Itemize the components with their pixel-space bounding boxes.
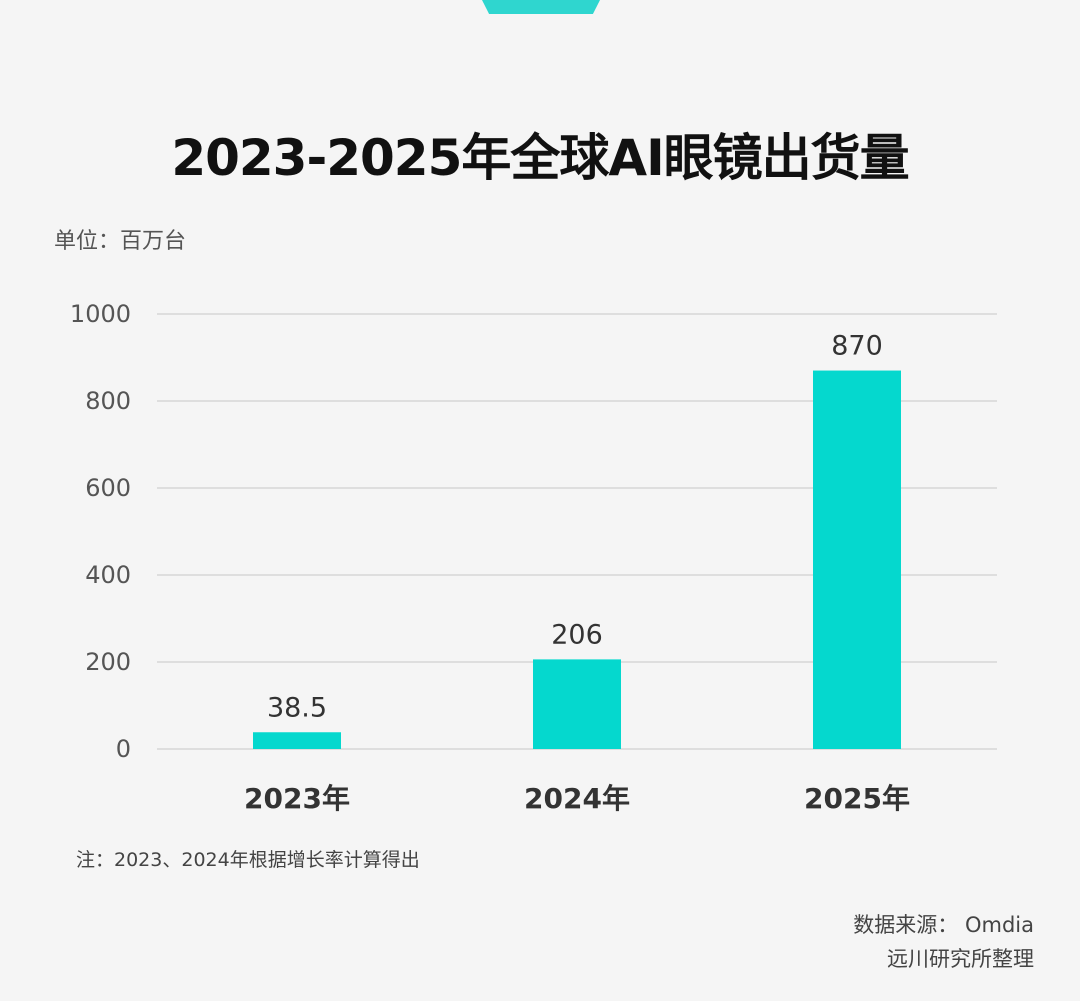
y-tick-label: 0 [116,735,131,763]
x-tick-label: 2024年 [524,782,630,815]
data-label: 870 [831,331,883,362]
source-credit: 远川研究所整理 [887,947,1034,971]
top-accent-tab [482,0,600,14]
y-tick-label: 400 [85,561,131,589]
x-tick-label: 2025年 [804,782,910,815]
unit-label: 单位：百万台 [54,229,187,254]
bar [533,659,621,749]
source-info: 数据来源： Omdia 远川研究所整理 [853,908,1034,976]
bar [813,370,901,749]
data-label: 38.5 [267,692,327,723]
bar [253,732,341,749]
y-tick-label: 200 [85,648,131,676]
chart-title: 2023-2025年全球AI眼镜出货量 [171,129,909,187]
data-label: 206 [551,619,603,650]
x-tick-label: 2023年 [244,782,350,815]
y-tick-label: 600 [85,474,131,502]
y-tick-label: 800 [85,387,131,415]
y-tick-label: 1000 [70,300,131,328]
footnote: 注：2023、2024年根据增长率计算得出 [76,849,420,871]
source-line: 数据来源： Omdia [853,913,1034,937]
